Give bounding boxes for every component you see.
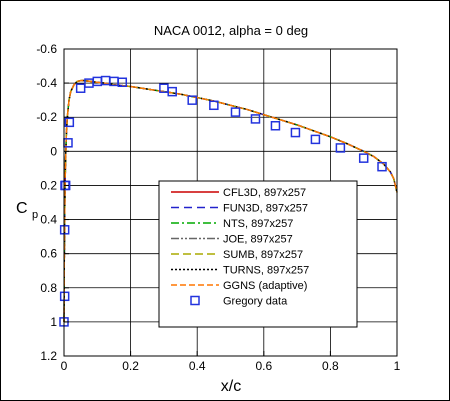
y-tick-label: -0.4 xyxy=(36,76,57,90)
data-point-marker xyxy=(290,127,301,138)
data-point-marker xyxy=(167,86,177,97)
x-tick-label: 0 xyxy=(61,359,68,373)
x-tick-label: 0.6 xyxy=(255,359,272,373)
y-tick-label: -0.6 xyxy=(36,42,57,56)
data-point-marker xyxy=(187,95,197,105)
legend-label: NTS, 897x257 xyxy=(223,218,293,230)
legend-box xyxy=(158,180,358,328)
legend-marker xyxy=(190,295,200,306)
legend-label: FUN3D, 897x257 xyxy=(223,203,308,215)
series-lines xyxy=(63,79,398,322)
x-tick-label: 1 xyxy=(394,359,401,373)
series-line xyxy=(63,79,398,322)
y-axis-label-subscript: p xyxy=(32,209,38,221)
legend-items: CFL3D, 897x257 FUN3D, 897x257 NTS, 897x257… xyxy=(171,187,309,308)
legend-label: CFL3D, 897x257 xyxy=(223,187,306,199)
x-tick-label: 0.8 xyxy=(322,359,339,373)
legend-label: GGNS (adaptive) xyxy=(223,280,307,292)
y-tick-label: 0.2 xyxy=(40,178,57,192)
data-point-marker xyxy=(59,225,70,235)
y-tick-label: -0.2 xyxy=(36,110,57,124)
data-point-marker xyxy=(270,121,281,131)
data-point-marker xyxy=(377,161,387,172)
y-axis-label-main: C xyxy=(16,200,28,217)
plot-area-border xyxy=(63,48,398,357)
y-tick-label: 0.6 xyxy=(40,247,57,261)
data-point-marker xyxy=(358,153,369,163)
data-point-marker xyxy=(60,180,71,191)
y-tick-label: 1.2 xyxy=(40,349,57,363)
legend-label: Gregory data xyxy=(223,296,288,308)
chart-title: NACA 0012, alpha = 0 deg xyxy=(154,23,308,38)
x-tick-label: 0.2 xyxy=(122,359,139,373)
x-tick-label: 0.4 xyxy=(189,359,206,373)
legend-label: JOE, 897x257 xyxy=(223,234,293,246)
data-point-marker xyxy=(209,100,219,111)
data-point-marker xyxy=(250,114,261,124)
data-point-marker xyxy=(335,143,346,153)
x-axis-ticks: 0 0.2 0.4 0.6 0.8 1 xyxy=(61,351,401,373)
x-axis-label: x/c xyxy=(221,378,241,395)
data-point-marker xyxy=(75,83,86,93)
legend-label: SUMB, 897x257 xyxy=(223,249,303,261)
y-tick-label: 0.4 xyxy=(40,213,57,227)
data-point-marker xyxy=(64,117,75,128)
y-tick-label: 1 xyxy=(50,315,57,329)
data-point-marker xyxy=(59,291,70,302)
y-axis-label: C p xyxy=(16,200,38,221)
y-tick-label: 0.8 xyxy=(40,281,57,295)
legend-label: TURNS, 897x257 xyxy=(223,265,309,277)
data-point-marker xyxy=(63,138,73,148)
y-tick-label: 0 xyxy=(50,144,57,158)
data-point-marker xyxy=(117,77,128,88)
data-point-marker xyxy=(310,134,321,145)
legend: CFL3D, 897x257 FUN3D, 897x257 NTS, 897x257… xyxy=(158,180,358,328)
y-axis-ticks: -0.6 -0.4 -0.2 0 0.2 0.4 0.6 0.8 1 1.2 xyxy=(36,42,69,363)
data-point-marker xyxy=(230,107,241,117)
